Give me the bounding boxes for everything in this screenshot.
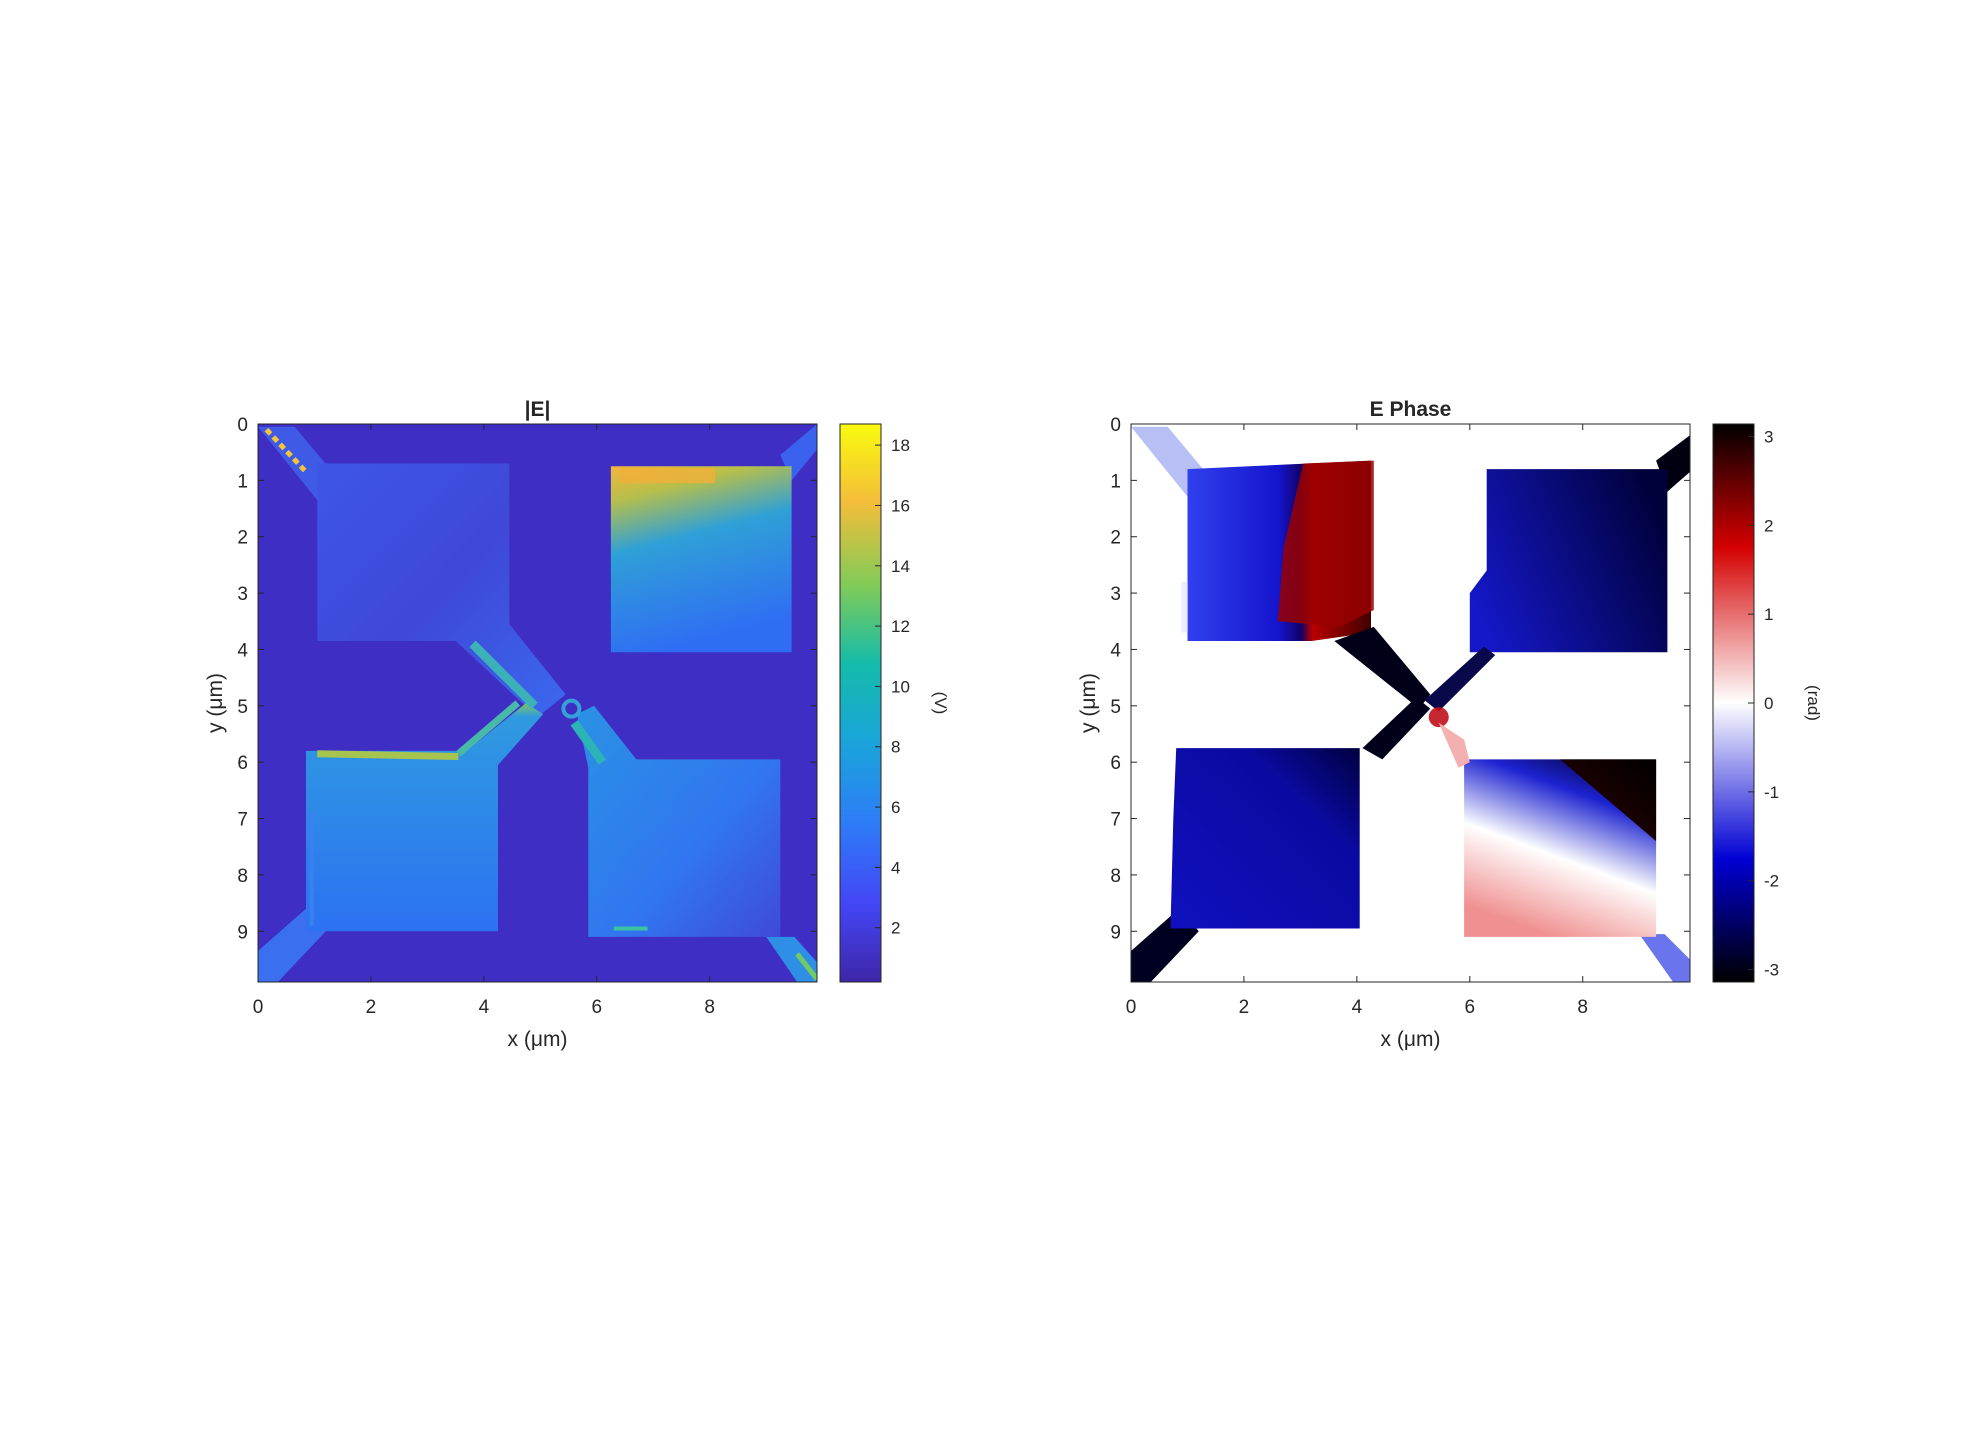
- colorbar-tick-label: -2: [1764, 872, 1779, 891]
- pad-bottom-right: [577, 705, 781, 937]
- x-axis-label: x (μm): [1381, 1028, 1441, 1051]
- x-tick-label: 4: [479, 997, 490, 1018]
- y-tick-label: 1: [237, 471, 248, 492]
- junction-arm: [570, 720, 607, 765]
- colorbar-tick-label: 2: [1764, 516, 1773, 535]
- y-tick-label: 3: [1110, 584, 1121, 605]
- colorbar-tick-label: 4: [891, 858, 900, 877]
- colorbar-tick-label: 10: [891, 677, 910, 696]
- y-axis-label: y (μm): [204, 673, 227, 733]
- colorbar-label: (rad): [1804, 685, 1823, 721]
- edge-hotspot: [456, 700, 521, 757]
- y-tick-label: 1: [1110, 471, 1121, 492]
- colorbar: [1712, 423, 1755, 983]
- x-tick-label: 4: [1352, 997, 1363, 1018]
- junction-arm: [1334, 626, 1431, 709]
- y-tick-label: 5: [1110, 697, 1121, 718]
- edge-hotspot: [795, 952, 817, 981]
- colorbar-tick-label: -1: [1764, 783, 1779, 802]
- colorbar-tick-label: 1: [1764, 605, 1773, 624]
- y-tick-label: 8: [237, 866, 248, 887]
- y-tick-label: 3: [237, 584, 248, 605]
- trace-bottom-right: [1639, 934, 1690, 982]
- trace-bottom-right: [766, 936, 817, 982]
- junction-arm: [1362, 697, 1431, 760]
- chart-title: E Phase: [1370, 398, 1452, 421]
- phase-red-region: [1277, 460, 1374, 627]
- x-tick-label: 6: [1464, 997, 1475, 1018]
- heatmap-image: [1131, 424, 1690, 982]
- x-tick-label: 8: [704, 997, 715, 1018]
- y-tick-label: 5: [237, 697, 248, 718]
- pad-bottom-right: [1464, 759, 1657, 937]
- plot-frame: [1130, 423, 1691, 983]
- junction-arm: [1424, 646, 1496, 712]
- edge-hotspot: [317, 750, 459, 761]
- colorbar-label: (V): [931, 692, 950, 715]
- pad-corner-dark: [1560, 759, 1657, 842]
- chart-title: |E|: [525, 398, 551, 421]
- pad-top-left: [317, 463, 566, 718]
- colorbar-tick-label: 8: [891, 738, 900, 757]
- colorbar-tick-label: 0: [1764, 694, 1773, 713]
- y-tick-label: 0: [1110, 415, 1121, 436]
- y-tick-label: 9: [237, 922, 248, 943]
- y-tick-label: 0: [237, 415, 248, 436]
- x-tick-label: 0: [253, 997, 264, 1018]
- junction-arm: [1438, 722, 1470, 768]
- x-tick-label: 6: [591, 997, 602, 1018]
- x-axis-label: x (μm): [508, 1028, 568, 1051]
- y-tick-label: 8: [1110, 866, 1121, 887]
- pad-hotspot: [619, 467, 716, 484]
- pad-top-right: [610, 466, 792, 653]
- colorbar-tick-label: 14: [891, 557, 910, 576]
- colorbar-tick-label: 6: [891, 798, 900, 817]
- colorbar-tick-label: 16: [891, 496, 910, 515]
- colorbar-tick-label: 2: [891, 919, 900, 938]
- heatmap-image: [258, 424, 817, 982]
- junction-center: [1428, 707, 1449, 728]
- colorbar-tick-label: -3: [1764, 961, 1779, 980]
- plot-frame: [257, 423, 818, 983]
- x-tick-label: 8: [1577, 997, 1588, 1018]
- y-tick-label: 6: [1110, 753, 1121, 774]
- y-tick-label: 9: [1110, 922, 1121, 943]
- phase-chart: 0 2 4 6 8 0 1 2 3 4 5 6 7 8 9 E Phase x (μm) y (μm) 3 2 1 0 -1…: [1077, 398, 1823, 1051]
- y-tick-label: 6: [237, 753, 248, 774]
- pad-bottom-left: [1170, 748, 1360, 929]
- colorbar-tick-label: 18: [891, 436, 910, 455]
- y-tick-label: 2: [237, 528, 248, 549]
- y-tick-label: 7: [1110, 810, 1121, 831]
- y-tick-label: 7: [237, 810, 248, 831]
- colorbar-tick-label: 12: [891, 617, 910, 636]
- y-tick-label: 2: [1110, 528, 1121, 549]
- colorbar-tick-label: 3: [1764, 427, 1773, 446]
- x-tick-label: 0: [1126, 997, 1137, 1018]
- y-tick-label: 4: [237, 640, 248, 661]
- pad-top-right: [1469, 469, 1668, 653]
- pad-bottom-left: [306, 703, 544, 932]
- junction-center: [561, 698, 582, 719]
- y-tick-label: 4: [1110, 640, 1121, 661]
- junction-arm: [469, 640, 538, 710]
- colorbar: [839, 423, 882, 983]
- x-tick-label: 2: [1239, 997, 1250, 1018]
- x-tick-label: 2: [366, 997, 377, 1018]
- y-axis-label: y (μm): [1077, 673, 1100, 733]
